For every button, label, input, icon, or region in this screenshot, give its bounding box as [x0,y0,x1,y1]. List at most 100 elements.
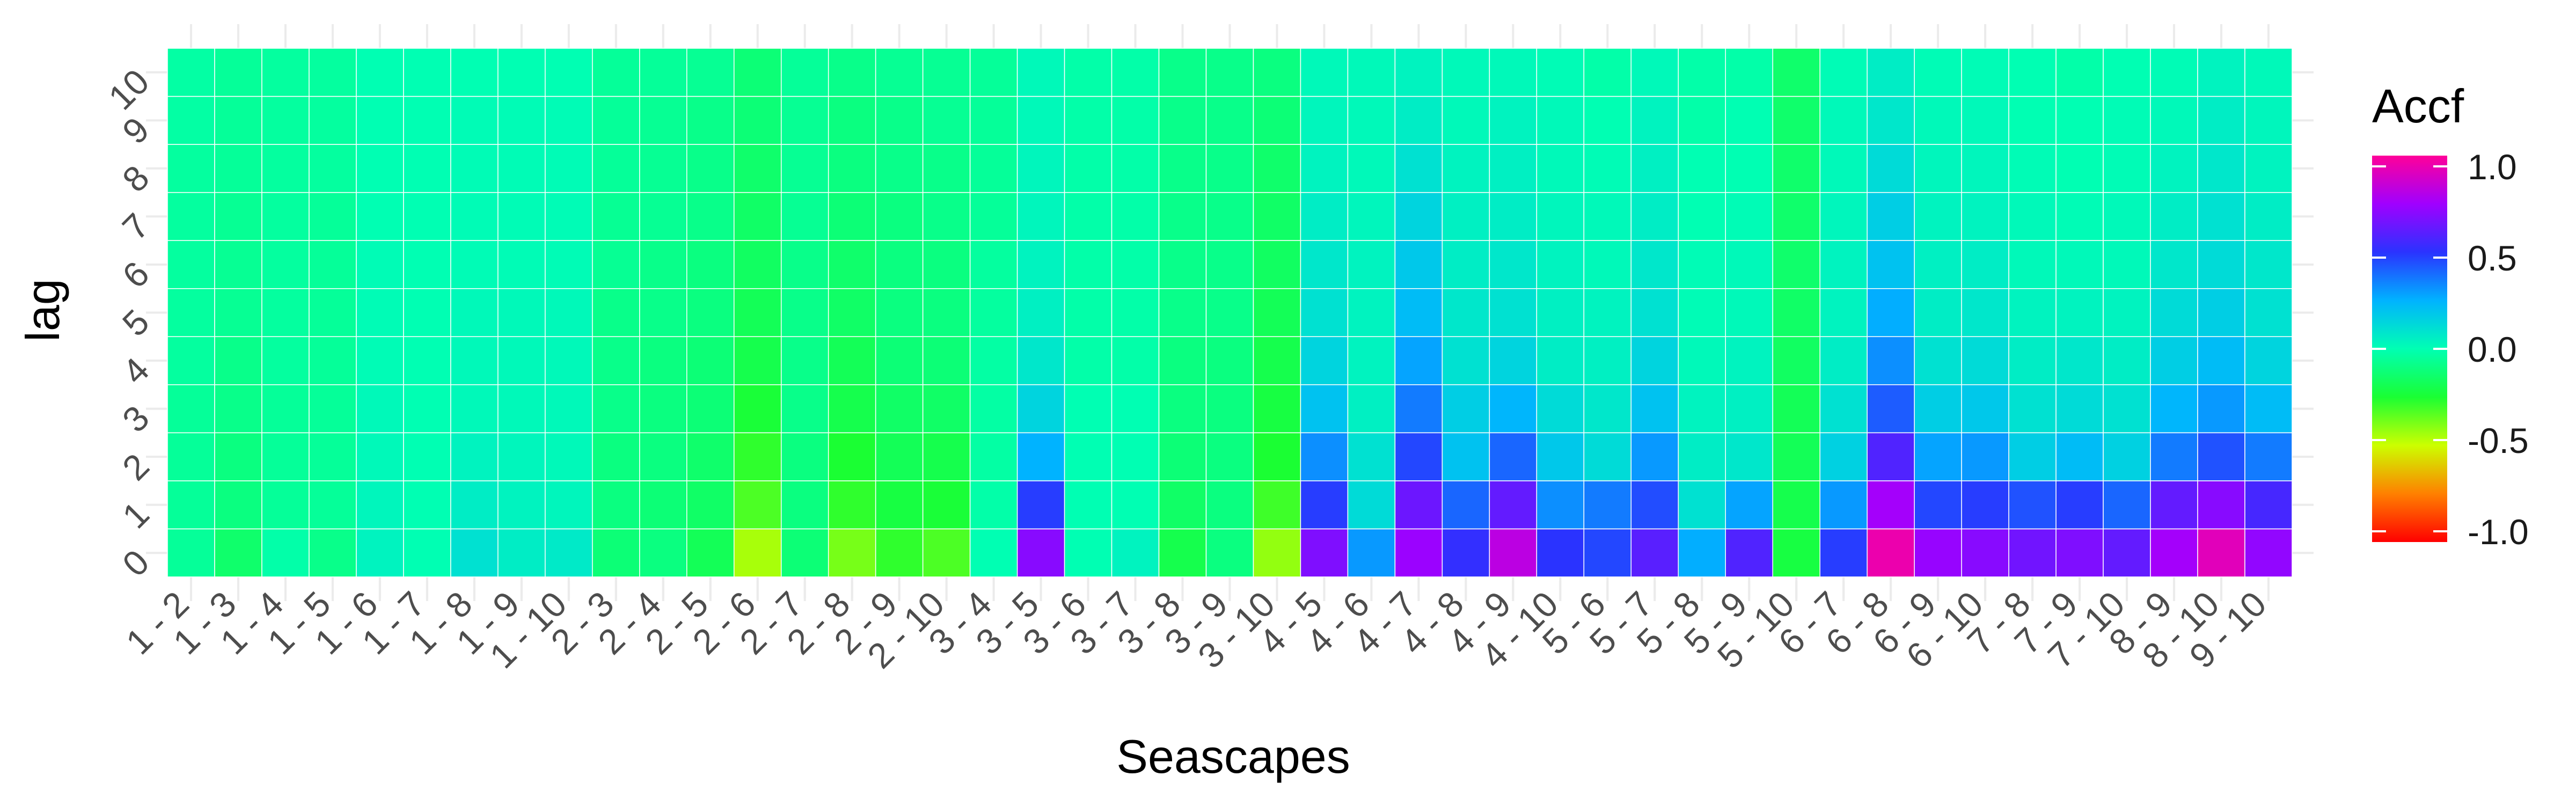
heatmap-cell: 6 - 7, lag 8: 0.02 [1819,144,1868,193]
heatmap-cell: 3 - 8, lag 1: -0.15 [1158,480,1207,530]
heatmap-cell: 2 - 4, lag 5: -0.08 [639,288,687,338]
heatmap-cell: 3 - 10, lag 5: -0.18 [1253,288,1301,338]
heatmap-cell: 3 - 9, lag 9: -0.08 [1205,96,1254,145]
heatmap-cell: 6 - 10, lag 4: 0.12 [1961,336,2009,385]
heatmap-cell: 2 - 3, lag 5: -0.08 [592,288,640,338]
heatmap-cell: 4 - 6, lag 2: 0.1 [1347,432,1396,481]
heatmap-cell: 2 - 10, lag 2: -0.2 [922,432,971,481]
heatmap-cell: 9 - 10, lag 8: 0.04 [2244,144,2293,193]
heatmap-cell: 2 - 3, lag 8: -0.05 [592,144,640,193]
heatmap-cell: 2 - 9, lag 5: -0.1 [875,288,924,338]
heatmap-cell: 1 - 8, lag 9: 0.01 [450,96,499,145]
heatmap-cell: 1 - 4, lag 5: -0.04 [261,288,310,338]
heatmap-cell: 4 - 7, lag 0: 0.74 [1394,528,1443,577]
heatmap-cell: 2 - 9, lag 0: -0.28 [875,528,924,577]
heatmap-cell: 3 - 10, lag 0: -0.42 [1253,528,1301,577]
heatmap-cell: 6 - 10, lag 5: 0.08 [1961,288,2009,338]
heatmap-cell: 1 - 3, lag 3: -0.08 [214,384,262,434]
heatmap-cell: 1 - 5, lag 0: -0.08 [309,528,357,577]
heatmap-cell: 1 - 8, lag 3: 0.02 [450,384,499,434]
heatmap-cell: 1 - 3, lag 9: -0.05 [214,96,262,145]
heatmap-cell: 4 - 5, lag 0: 0.68 [1300,528,1349,577]
heatmap-cell: 1 - 6, lag 4: 0.01 [356,336,404,385]
heatmap-cell: 9 - 10, lag 7: 0.06 [2244,192,2293,241]
heatmap-cell: 9 - 10, lag 0: 0.72 [2244,528,2293,577]
heatmap-cell: 2 - 5, lag 0: -0.18 [686,528,735,577]
heatmap-cell: 1 - 5, lag 2: -0.05 [309,432,357,481]
heatmap-cell: 6 - 8, lag 1: 0.76 [1867,480,1915,530]
heatmap-cell: 3 - 7, lag 4: -0.02 [1111,336,1160,385]
heatmap-cell: 7 - 9, lag 0: 0.68 [2055,528,2104,577]
heatmap-cell: 2 - 4, lag 0: -0.1 [639,528,687,577]
heatmap-cell: 6 - 9, lag 9: 0.02 [1914,96,1962,145]
heatmap-cell: 6 - 9, lag 6: 0.05 [1914,240,1962,289]
heatmap-cell: 4 - 9, lag 6: 0.08 [1489,240,1538,289]
heatmap-cell: 9 - 10, lag 3: 0.22 [2244,384,2293,434]
heatmap-cell: 4 - 7, lag 9: 0.06 [1394,96,1443,145]
heatmap-cell: 2 - 3, lag 9: -0.05 [592,96,640,145]
heatmap-cell: 2 - 3, lag 0: -0.12 [592,528,640,577]
heatmap-cell: 4 - 10, lag 8: 0.02 [1536,144,1585,193]
heatmap-cell: 5 - 8, lag 1: 0.1 [1678,480,1726,530]
heatmap-cell: 2 - 5, lag 1: -0.15 [686,480,735,530]
heatmap-cell: 6 - 8, lag 4: 0.32 [1867,336,1915,385]
heatmap-cell: 4 - 7, lag 2: 0.46 [1394,432,1443,481]
heatmap-cell: 7 - 10, lag 1: 0.4 [2103,480,2151,530]
heatmap-cell: 3 - 9, lag 5: -0.08 [1205,288,1254,338]
heatmap-cell: 2 - 10, lag 5: -0.1 [922,288,971,338]
heatmap-cell: 3 - 4, lag 2: -0.03 [969,432,1018,481]
heatmap-cell: 8 - 10, lag 1: 0.7 [2197,480,2245,530]
heatmap-cell: 7 - 8, lag 9: 0 [2008,96,2057,145]
heatmap-cell: 5 - 6, lag 1: 0.36 [1583,480,1632,530]
heatmap-cell: 5 - 8, lag 2: 0.06 [1678,432,1726,481]
heatmap-cell: 9 - 10, lag 2: 0.36 [2244,432,2293,481]
heatmap-cell: 4 - 6, lag 10: 0.02 [1347,48,1396,97]
color-legend: Accf 1.0 0.5 0.0 -0.5 -1.0 [2372,79,2529,552]
heatmap-cell: 3 - 5, lag 8: 0.03 [1016,144,1065,193]
heatmap-cell: 7 - 9, lag 2: 0.22 [2055,432,2104,481]
heatmap-cell: 3 - 7, lag 3: 0 [1111,384,1160,434]
heatmap-cell: 6 - 7, lag 10: 0.01 [1819,48,1868,97]
heatmap-cell: 2 - 4, lag 1: -0.12 [639,480,687,530]
heatmap-cell: 2 - 6, lag 1: -0.32 [733,480,782,530]
heatmap-cell: 5 - 7, lag 6: 0.08 [1630,240,1679,289]
heatmap-cell: 1 - 5, lag 3: -0.05 [309,384,357,434]
heatmap-cell: 3 - 9, lag 6: -0.08 [1205,240,1254,289]
heatmap-cell: 4 - 6, lag 0: 0.3 [1347,528,1396,577]
heatmap-cell: 6 - 9, lag 7: 0.04 [1914,192,1962,241]
heatmap-cell: 5 - 8, lag 0: 0.26 [1678,528,1726,577]
heatmap-cell: 5 - 10, lag 8: -0.14 [1772,144,1820,193]
heatmap-cell: 1 - 8, lag 5: 0.02 [450,288,499,338]
heatmap-cell: 5 - 10, lag 9: -0.14 [1772,96,1820,145]
heatmap-cell: 1 - 6, lag 1: 0.03 [356,480,404,530]
heatmap-cell: 1 - 10, lag 4: 0.02 [545,336,593,385]
heatmap-cell: 4 - 5, lag 8: 0.04 [1300,144,1349,193]
heatmap-cells: 1 - 2, lag 0: -0.051 - 3, lag 0: -0.141 … [167,48,2293,577]
heatmap-cell: 4 - 8, lag 2: 0.2 [1441,432,1490,481]
heatmap-cell: 1 - 9, lag 5: 0.02 [497,288,546,338]
heatmap-cell: 5 - 9, lag 9: 0 [1725,96,1773,145]
heatmap-cell: 2 - 5, lag 3: -0.12 [686,384,735,434]
heatmap-cell: 5 - 7, lag 3: 0.2 [1630,384,1679,434]
heatmap-cell: 1 - 9, lag 6: 0.01 [497,240,546,289]
heatmap-cell: 2 - 7, lag 4: -0.08 [780,336,829,385]
heatmap-cell: 7 - 8, lag 5: 0.04 [2008,288,2057,338]
heatmap-cell: 5 - 10, lag 10: -0.14 [1772,48,1820,97]
heatmap-cell: 6 - 9, lag 5: 0.06 [1914,288,1962,338]
heatmap-cell: 6 - 10, lag 2: 0.3 [1961,432,2009,481]
heatmap-cell: 7 - 10, lag 9: 0.01 [2103,96,2151,145]
heatmap-cell: 2 - 10, lag 4: -0.12 [922,336,971,385]
heatmap-cell: 1 - 5, lag 9: -0.04 [309,96,357,145]
heatmap-cell: 4 - 9, lag 2: 0.4 [1489,432,1538,481]
heatmap-cell: 3 - 6, lag 9: -0.02 [1064,96,1113,145]
heatmap-cell: 2 - 7, lag 9: -0.06 [780,96,829,145]
heatmap-cell: 2 - 5, lag 6: -0.1 [686,240,735,289]
heatmap-cell: 6 - 10, lag 6: 0.06 [1961,240,2009,289]
heatmap-cell: 1 - 5, lag 7: -0.05 [309,192,357,241]
heatmap-cell: 5 - 7, lag 5: 0.1 [1630,288,1679,338]
heatmap-cell: 5 - 6, lag 4: 0.05 [1583,336,1632,385]
heatmap-cell: 4 - 8, lag 9: 0.02 [1441,96,1490,145]
heatmap-cell: 3 - 7, lag 10: -0.02 [1111,48,1160,97]
heatmap-cell: 6 - 9, lag 10: 0.01 [1914,48,1962,97]
heatmap-cell: 4 - 9, lag 8: 0.05 [1489,144,1538,193]
